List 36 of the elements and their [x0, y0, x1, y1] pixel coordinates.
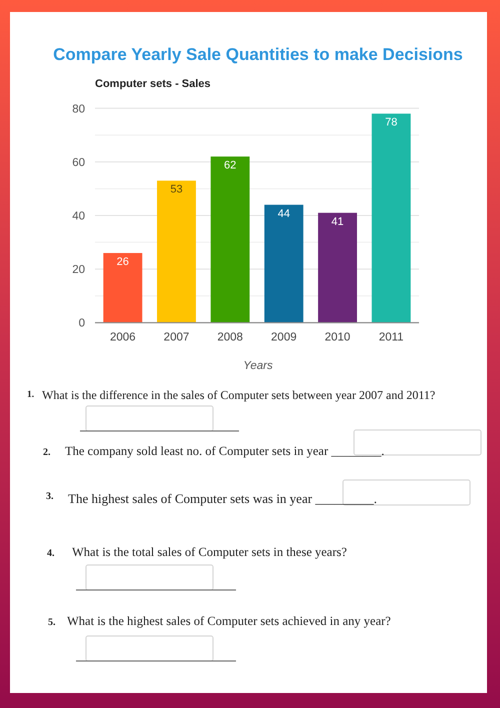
chart-title: Compare Yearly Sale Quantities to make Decisions — [53, 45, 463, 64]
y-tick-label: 40 — [72, 210, 85, 222]
y-tick-label: 0 — [78, 318, 85, 330]
text: 1. — [27, 390, 34, 400]
data-label: 62 — [224, 160, 236, 172]
bar — [264, 204, 304, 323]
data-label: 41 — [331, 216, 344, 228]
text: 5. — [48, 617, 56, 628]
text: The company sold least no. of Computer sets in year ________. — [65, 444, 384, 458]
x-tick-label: 2007 — [164, 332, 190, 344]
text: What is the highest sales of Computer sets achieved in any year? — [67, 614, 392, 628]
bar — [103, 253, 142, 323]
data-label: 78 — [385, 116, 398, 129]
y-tick-label: 80 — [72, 103, 85, 116]
x-tick-label: 2010 — [324, 332, 350, 344]
y-tick-label: 20 — [72, 264, 85, 276]
text: 3. — [46, 491, 54, 502]
bar — [210, 156, 250, 323]
y-tick-label: 60 — [72, 156, 85, 169]
text: What is the difference in the sales of Computer sets between year 2007 and 2011? — [42, 388, 436, 402]
data-label: 26 — [116, 256, 129, 268]
text: 2. — [43, 447, 51, 458]
data-label: 53 — [170, 184, 183, 196]
x-axis-title: Years — [243, 360, 273, 372]
text: What is the total sales of Computer sets in these years? — [72, 545, 348, 559]
bar — [372, 114, 411, 323]
data-label: 44 — [278, 208, 290, 220]
x-tick-label: 2009 — [271, 332, 297, 344]
text: The highest sales of Computer sets was in year _________. — [68, 491, 378, 506]
x-tick-label: 2006 — [110, 332, 136, 344]
text: 4. — [47, 548, 55, 559]
bar — [318, 212, 357, 323]
x-tick-label: 2011 — [378, 332, 404, 344]
x-tick-label: 2008 — [217, 332, 243, 344]
bar — [157, 180, 196, 323]
chart-subtitle: Computer sets - Sales — [95, 78, 211, 90]
